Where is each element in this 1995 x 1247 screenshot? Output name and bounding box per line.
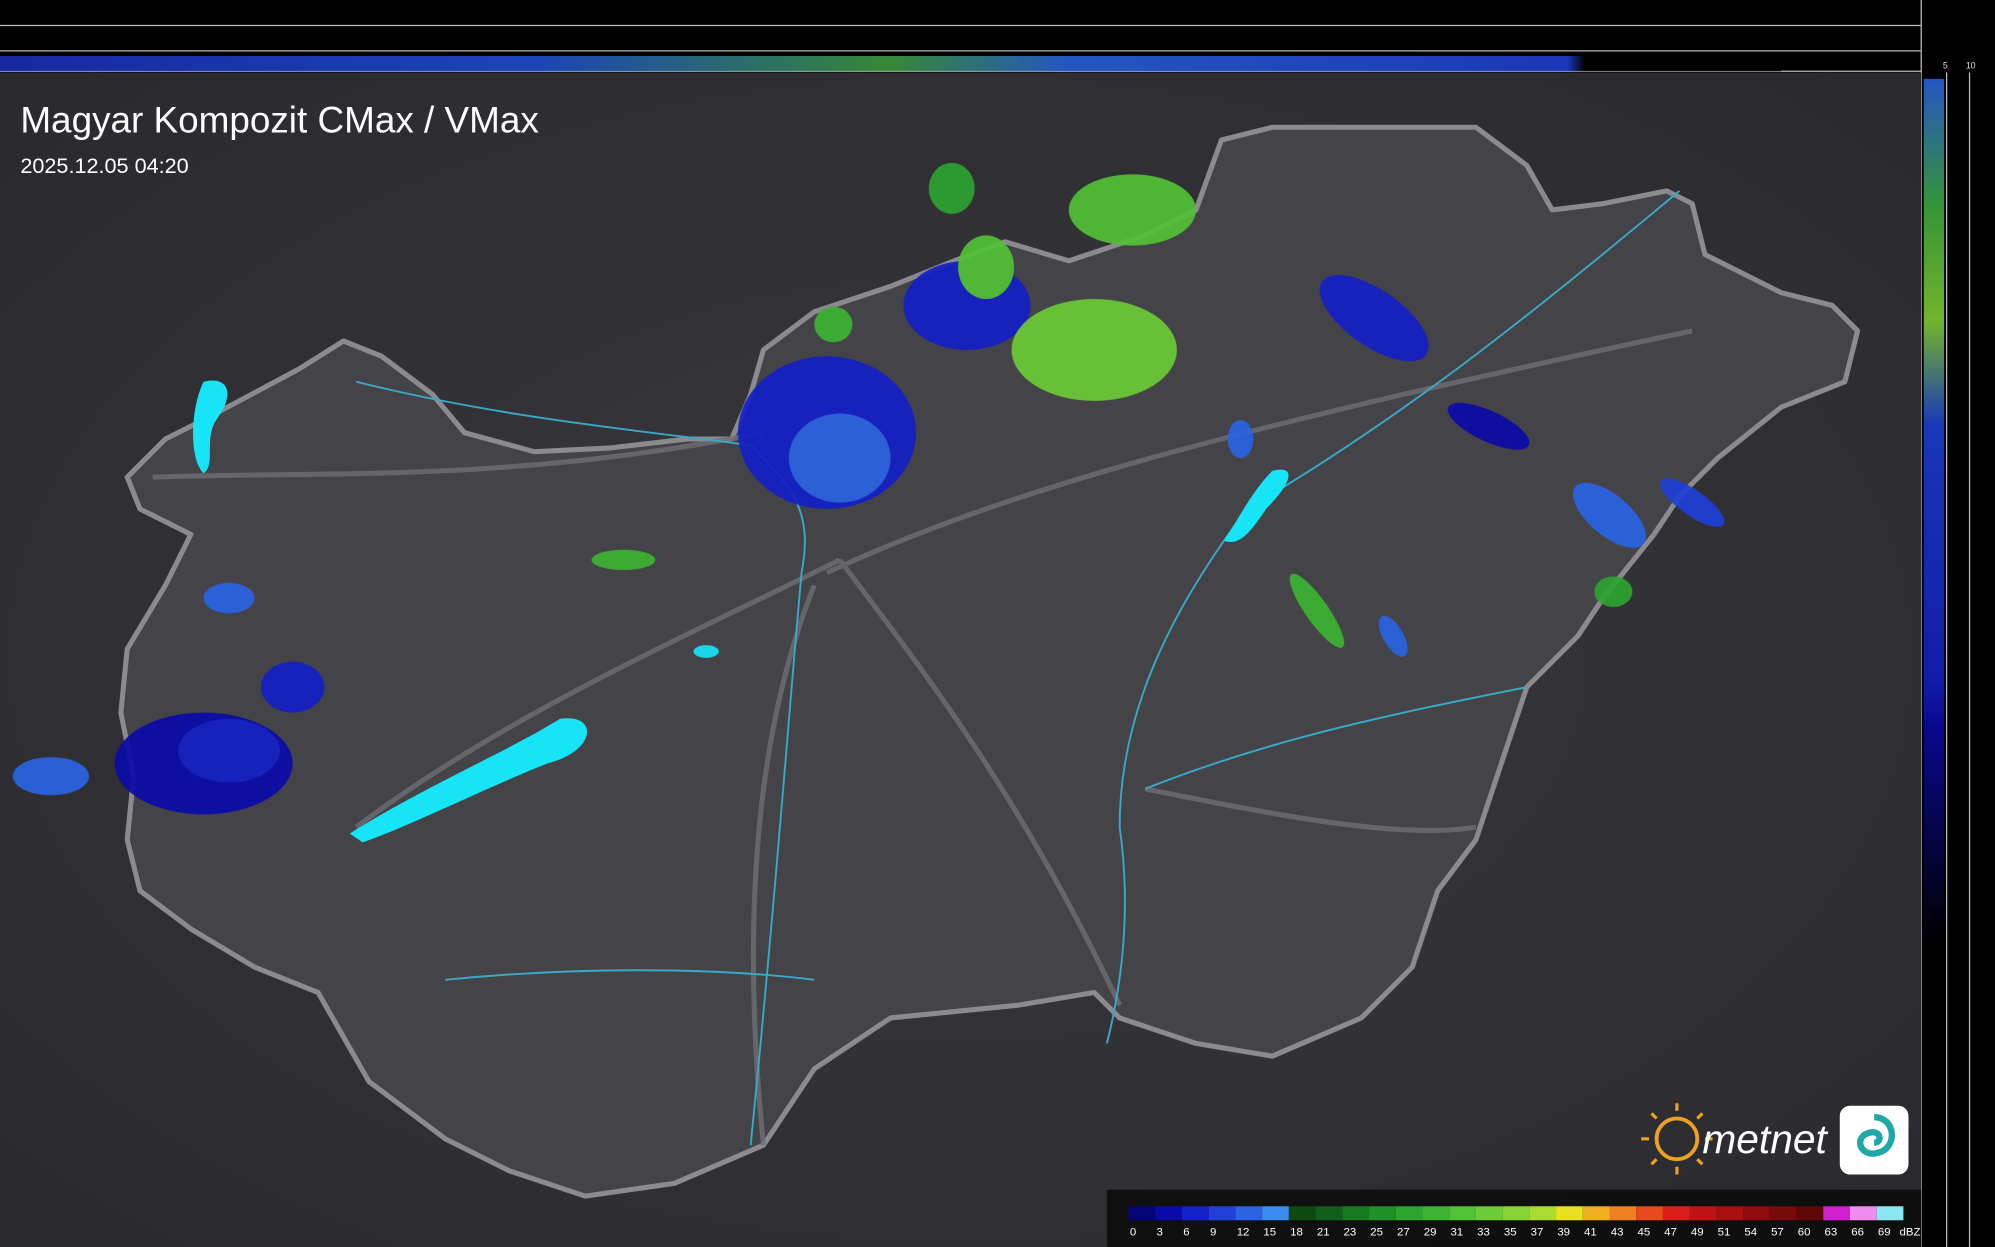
legend-label: 39 [1557, 1227, 1570, 1239]
lake-tisza [1223, 469, 1289, 543]
legend-swatch [1743, 1206, 1770, 1221]
legend-label: 66 [1851, 1227, 1864, 1239]
timestamp: 2025.12.05 04:20 [20, 153, 188, 178]
legend-swatch [1395, 1206, 1423, 1221]
top-profile [0, 55, 1782, 72]
legend-label: 3 [1157, 1227, 1163, 1239]
legend-label: 69 [1878, 1227, 1891, 1239]
legend-label: 60 [1798, 1227, 1811, 1239]
map-title: Magyar Kompozit CMax / VMax [20, 99, 539, 140]
rivers [356, 190, 1681, 1146]
legend-swatch [1529, 1206, 1557, 1221]
legend-swatch [1796, 1206, 1824, 1221]
legend-swatch [1422, 1206, 1450, 1221]
legend-swatch [1475, 1206, 1503, 1221]
legend-label: 51 [1718, 1227, 1731, 1239]
legend-swatch [1181, 1206, 1209, 1221]
legend-label: 63 [1825, 1227, 1838, 1239]
legend-label: 54 [1744, 1227, 1757, 1239]
legend-label: 45 [1637, 1227, 1650, 1239]
legend-label: 31 [1450, 1227, 1463, 1239]
logo-text: metnet [1702, 1116, 1828, 1162]
logo: metnet [1641, 1103, 1909, 1175]
legend-swatch [1262, 1206, 1289, 1221]
legend-swatch [1849, 1206, 1877, 1221]
legend-label: 49 [1691, 1227, 1704, 1239]
legend-swatch [1155, 1206, 1182, 1221]
legend-swatch [1556, 1206, 1583, 1221]
legend-swatch [1342, 1206, 1370, 1221]
legend-label: 47 [1664, 1227, 1677, 1239]
legend-swatch [1315, 1206, 1343, 1221]
side-profile [1923, 78, 1945, 945]
legend-swatch [1288, 1206, 1316, 1221]
legend-swatch [1208, 1206, 1236, 1221]
lake-neusiedl [193, 380, 228, 474]
legend-label: 21 [1317, 1227, 1330, 1239]
legend-label: 57 [1771, 1227, 1784, 1239]
legend-unit: dBZ [1900, 1227, 1921, 1239]
side-scale-label: 5 [1943, 61, 1948, 71]
legend-label: 29 [1424, 1227, 1437, 1239]
side-scale-label: 10 [1966, 61, 1976, 71]
legend: 0 3 6 9 12 15 18 21 23 25 27 29 31 33 35 37 39 41 43 45 47 49… [1128, 1206, 1921, 1239]
legend-label: 6 [1183, 1227, 1189, 1239]
legend-swatch [1876, 1206, 1904, 1221]
legend-label: 43 [1611, 1227, 1624, 1239]
legend-swatch [1716, 1206, 1744, 1221]
legend-swatch [1128, 1206, 1156, 1221]
legend-label: 25 [1370, 1227, 1383, 1239]
legend-swatch [1823, 1206, 1850, 1221]
legend-swatch [1502, 1206, 1530, 1221]
legend-label: 35 [1504, 1227, 1517, 1239]
legend-label: 18 [1290, 1227, 1303, 1239]
legend-swatch [1235, 1206, 1263, 1221]
legend-label: 33 [1477, 1227, 1490, 1239]
legend-label: 0 [1130, 1227, 1136, 1239]
legend-label: 27 [1397, 1227, 1410, 1239]
legend-label: 12 [1237, 1227, 1250, 1239]
legend-label: 23 [1344, 1227, 1357, 1239]
legend-swatch [1609, 1206, 1637, 1221]
legend-label: 15 [1263, 1227, 1276, 1239]
legend-swatch [1449, 1206, 1476, 1221]
legend-swatch [1769, 1206, 1797, 1221]
legend-swatch [1369, 1206, 1396, 1221]
legend-swatch [1582, 1206, 1610, 1221]
legend-label: 9 [1210, 1227, 1216, 1239]
legend-label: 37 [1531, 1227, 1544, 1239]
radar-echoes [12, 162, 1725, 815]
legend-label: 41 [1584, 1227, 1597, 1239]
lake-balaton [349, 718, 588, 843]
legend-swatch [1636, 1206, 1663, 1221]
legend-swatch [1662, 1206, 1690, 1221]
legend-swatch [1689, 1206, 1717, 1221]
